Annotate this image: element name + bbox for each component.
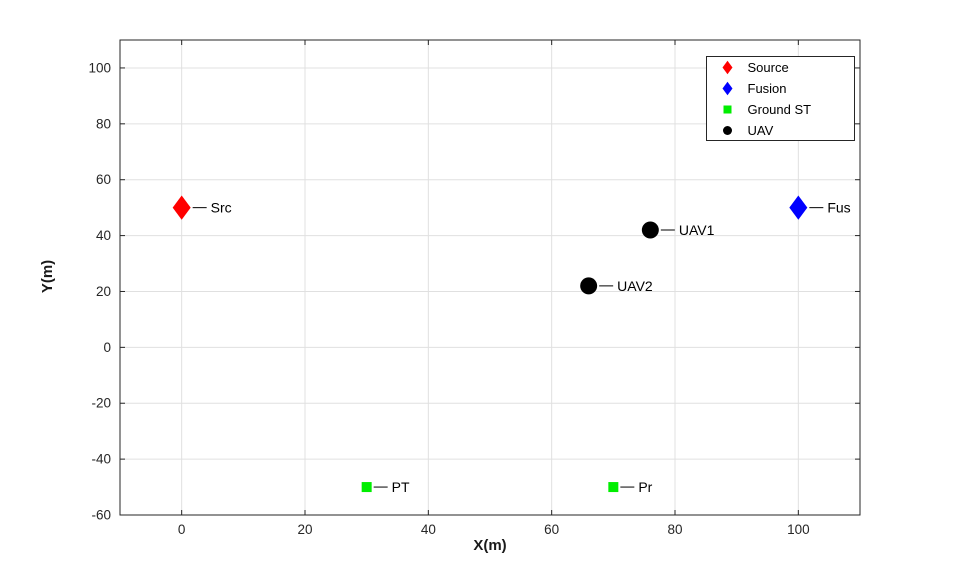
x-tick-label: 60 bbox=[544, 522, 559, 537]
y-axis-label: Y(m) bbox=[39, 259, 57, 294]
data-point-pr: Pr bbox=[608, 479, 653, 495]
legend-marker-diamond bbox=[722, 60, 733, 75]
x-tick-label: 100 bbox=[787, 522, 810, 537]
x-tick-label: 40 bbox=[421, 522, 436, 537]
x-tick-label: 80 bbox=[667, 522, 682, 537]
point-label: Src bbox=[211, 200, 232, 216]
data-point-uav2: UAV2 bbox=[580, 277, 653, 295]
legend-marker-square bbox=[723, 105, 732, 114]
point-label: UAV2 bbox=[617, 278, 653, 294]
x-axis-label: X(m) bbox=[473, 537, 507, 554]
legend-label: Ground ST bbox=[748, 102, 812, 117]
legend-label: Source bbox=[748, 60, 789, 75]
legend-marker-circle bbox=[723, 126, 732, 135]
data-point-fus: Fus bbox=[789, 195, 851, 220]
tick-labels: 0 20 40 60 80 100 -60 -40 -20 0 20 40 60 80 100 bbox=[88, 60, 809, 537]
y-tick-label: -60 bbox=[91, 508, 111, 523]
legend-label: Fusion bbox=[748, 81, 787, 96]
axes-box bbox=[119, 39, 861, 516]
y-tick-label: 100 bbox=[88, 60, 111, 75]
data-point-src: Src bbox=[172, 195, 232, 220]
marker-fus bbox=[789, 195, 808, 220]
marker-pt bbox=[361, 482, 372, 493]
marker-pr bbox=[608, 482, 619, 493]
y-tick-label: 0 bbox=[103, 340, 111, 355]
marker-src bbox=[172, 195, 191, 220]
point-label: PT bbox=[392, 479, 410, 495]
point-label: UAV1 bbox=[679, 222, 715, 238]
data-points: Src Fus UAV1 UAV2 PT Pr bbox=[172, 195, 851, 495]
data-point-pt: PT bbox=[361, 479, 410, 495]
y-tick-label: 40 bbox=[96, 228, 111, 243]
legend-entry-uav: UAV bbox=[723, 123, 774, 138]
legend-entry-ground-st: Ground ST bbox=[723, 102, 812, 117]
y-tick-label: 20 bbox=[96, 284, 111, 299]
x-tick-label: 20 bbox=[297, 522, 312, 537]
legend-entry-fusion: Fusion bbox=[722, 81, 787, 96]
legend-box bbox=[706, 56, 855, 141]
legend-entry-source: Source bbox=[722, 60, 789, 75]
marker-uav1 bbox=[641, 221, 659, 239]
y-tick-label: 80 bbox=[96, 116, 111, 131]
y-tick-label: 60 bbox=[96, 172, 111, 187]
tick-marks bbox=[120, 40, 860, 516]
marker-uav2 bbox=[580, 277, 598, 295]
y-tick-label: -20 bbox=[91, 396, 111, 411]
legend-marker-diamond bbox=[722, 81, 733, 96]
point-label: Pr bbox=[638, 479, 652, 495]
legend-label: UAV bbox=[748, 123, 774, 138]
y-tick-label: -40 bbox=[91, 452, 111, 467]
x-tick-label: 0 bbox=[178, 522, 186, 537]
point-label: Fus bbox=[827, 200, 850, 216]
data-point-uav1: UAV1 bbox=[641, 221, 715, 239]
legend: Source Fusion Ground ST UAV bbox=[706, 56, 855, 141]
